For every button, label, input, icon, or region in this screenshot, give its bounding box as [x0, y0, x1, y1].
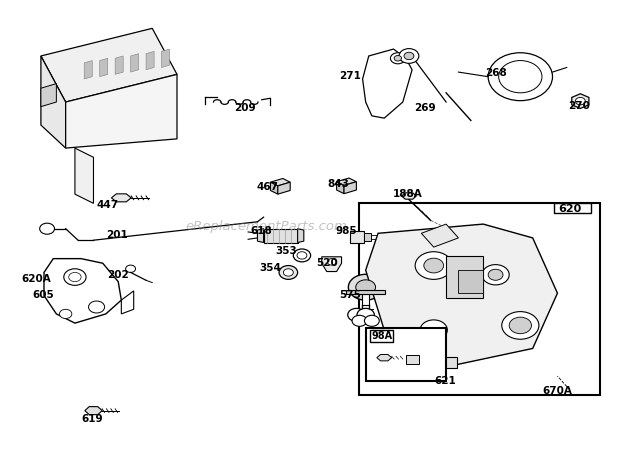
Text: 188A: 188A	[393, 189, 423, 199]
Circle shape	[391, 53, 405, 64]
Polygon shape	[278, 182, 290, 194]
Bar	[554, 203, 591, 213]
Circle shape	[488, 53, 552, 101]
Circle shape	[60, 309, 72, 318]
Bar	[406, 355, 420, 364]
Bar	[458, 270, 483, 293]
Polygon shape	[270, 182, 278, 194]
Polygon shape	[41, 84, 56, 107]
Text: 98A: 98A	[371, 330, 392, 340]
Text: 447: 447	[96, 200, 118, 210]
Polygon shape	[122, 291, 134, 314]
Text: 209: 209	[234, 103, 256, 113]
Polygon shape	[162, 49, 170, 67]
Circle shape	[420, 320, 448, 340]
Text: 354: 354	[260, 263, 281, 273]
Text: 843: 843	[327, 179, 349, 189]
Bar	[346, 290, 386, 294]
Bar	[446, 256, 483, 298]
Circle shape	[482, 265, 509, 285]
Text: 268: 268	[485, 68, 507, 78]
Circle shape	[69, 273, 81, 282]
Polygon shape	[422, 224, 458, 247]
Text: 620: 620	[558, 204, 582, 214]
Polygon shape	[85, 407, 102, 414]
Circle shape	[352, 315, 367, 326]
Polygon shape	[44, 259, 122, 323]
Circle shape	[64, 269, 86, 286]
Circle shape	[297, 252, 307, 259]
Text: 619: 619	[81, 414, 103, 424]
Circle shape	[293, 249, 311, 262]
Polygon shape	[41, 56, 66, 148]
Circle shape	[498, 61, 542, 93]
Polygon shape	[66, 74, 177, 148]
Polygon shape	[337, 182, 344, 194]
Bar	[350, 231, 364, 243]
Text: 269: 269	[414, 103, 435, 113]
Text: 605: 605	[32, 290, 54, 299]
Polygon shape	[146, 51, 154, 70]
Circle shape	[365, 315, 379, 326]
Polygon shape	[366, 224, 557, 367]
Circle shape	[279, 266, 298, 280]
Circle shape	[126, 265, 136, 273]
Circle shape	[327, 259, 336, 265]
Bar	[364, 233, 371, 241]
Circle shape	[40, 223, 55, 234]
Polygon shape	[298, 229, 304, 243]
Polygon shape	[257, 229, 264, 243]
Circle shape	[399, 49, 419, 63]
Text: 271: 271	[339, 71, 361, 81]
Polygon shape	[344, 182, 356, 194]
Bar	[264, 229, 298, 243]
Text: eReplacementParts.com: eReplacementParts.com	[186, 220, 348, 233]
Polygon shape	[100, 58, 108, 77]
Polygon shape	[270, 178, 290, 186]
Text: 985: 985	[335, 225, 356, 236]
Text: 618: 618	[251, 226, 273, 236]
Text: 670A: 670A	[542, 386, 572, 396]
Circle shape	[348, 308, 365, 321]
Text: 202: 202	[107, 270, 129, 280]
Polygon shape	[131, 54, 139, 72]
Text: 621: 621	[434, 376, 456, 386]
Bar	[366, 328, 446, 381]
Text: 201: 201	[106, 230, 128, 240]
Text: 270: 270	[568, 101, 590, 111]
Text: 353: 353	[276, 246, 298, 256]
Circle shape	[348, 274, 383, 300]
Circle shape	[502, 311, 539, 339]
Circle shape	[283, 269, 293, 276]
Bar	[362, 294, 370, 305]
Circle shape	[575, 97, 585, 105]
Circle shape	[488, 269, 503, 280]
Bar	[435, 357, 457, 368]
Polygon shape	[115, 56, 123, 74]
Polygon shape	[112, 194, 131, 202]
Polygon shape	[363, 49, 412, 118]
Circle shape	[509, 317, 531, 334]
Circle shape	[404, 52, 414, 60]
Polygon shape	[84, 61, 92, 79]
Polygon shape	[377, 354, 392, 361]
Text: 620A: 620A	[22, 274, 51, 284]
Polygon shape	[322, 257, 342, 272]
Text: 575: 575	[339, 290, 361, 299]
Bar	[360, 203, 600, 395]
Text: 467: 467	[257, 182, 279, 192]
Text: 520: 520	[316, 258, 338, 268]
Circle shape	[415, 252, 452, 280]
Polygon shape	[572, 94, 589, 109]
Circle shape	[357, 308, 374, 321]
Polygon shape	[75, 148, 94, 203]
Circle shape	[356, 280, 376, 295]
Polygon shape	[337, 178, 356, 185]
Circle shape	[424, 258, 444, 273]
Circle shape	[89, 301, 105, 313]
Polygon shape	[41, 28, 177, 102]
Polygon shape	[402, 193, 417, 199]
Circle shape	[394, 55, 402, 61]
